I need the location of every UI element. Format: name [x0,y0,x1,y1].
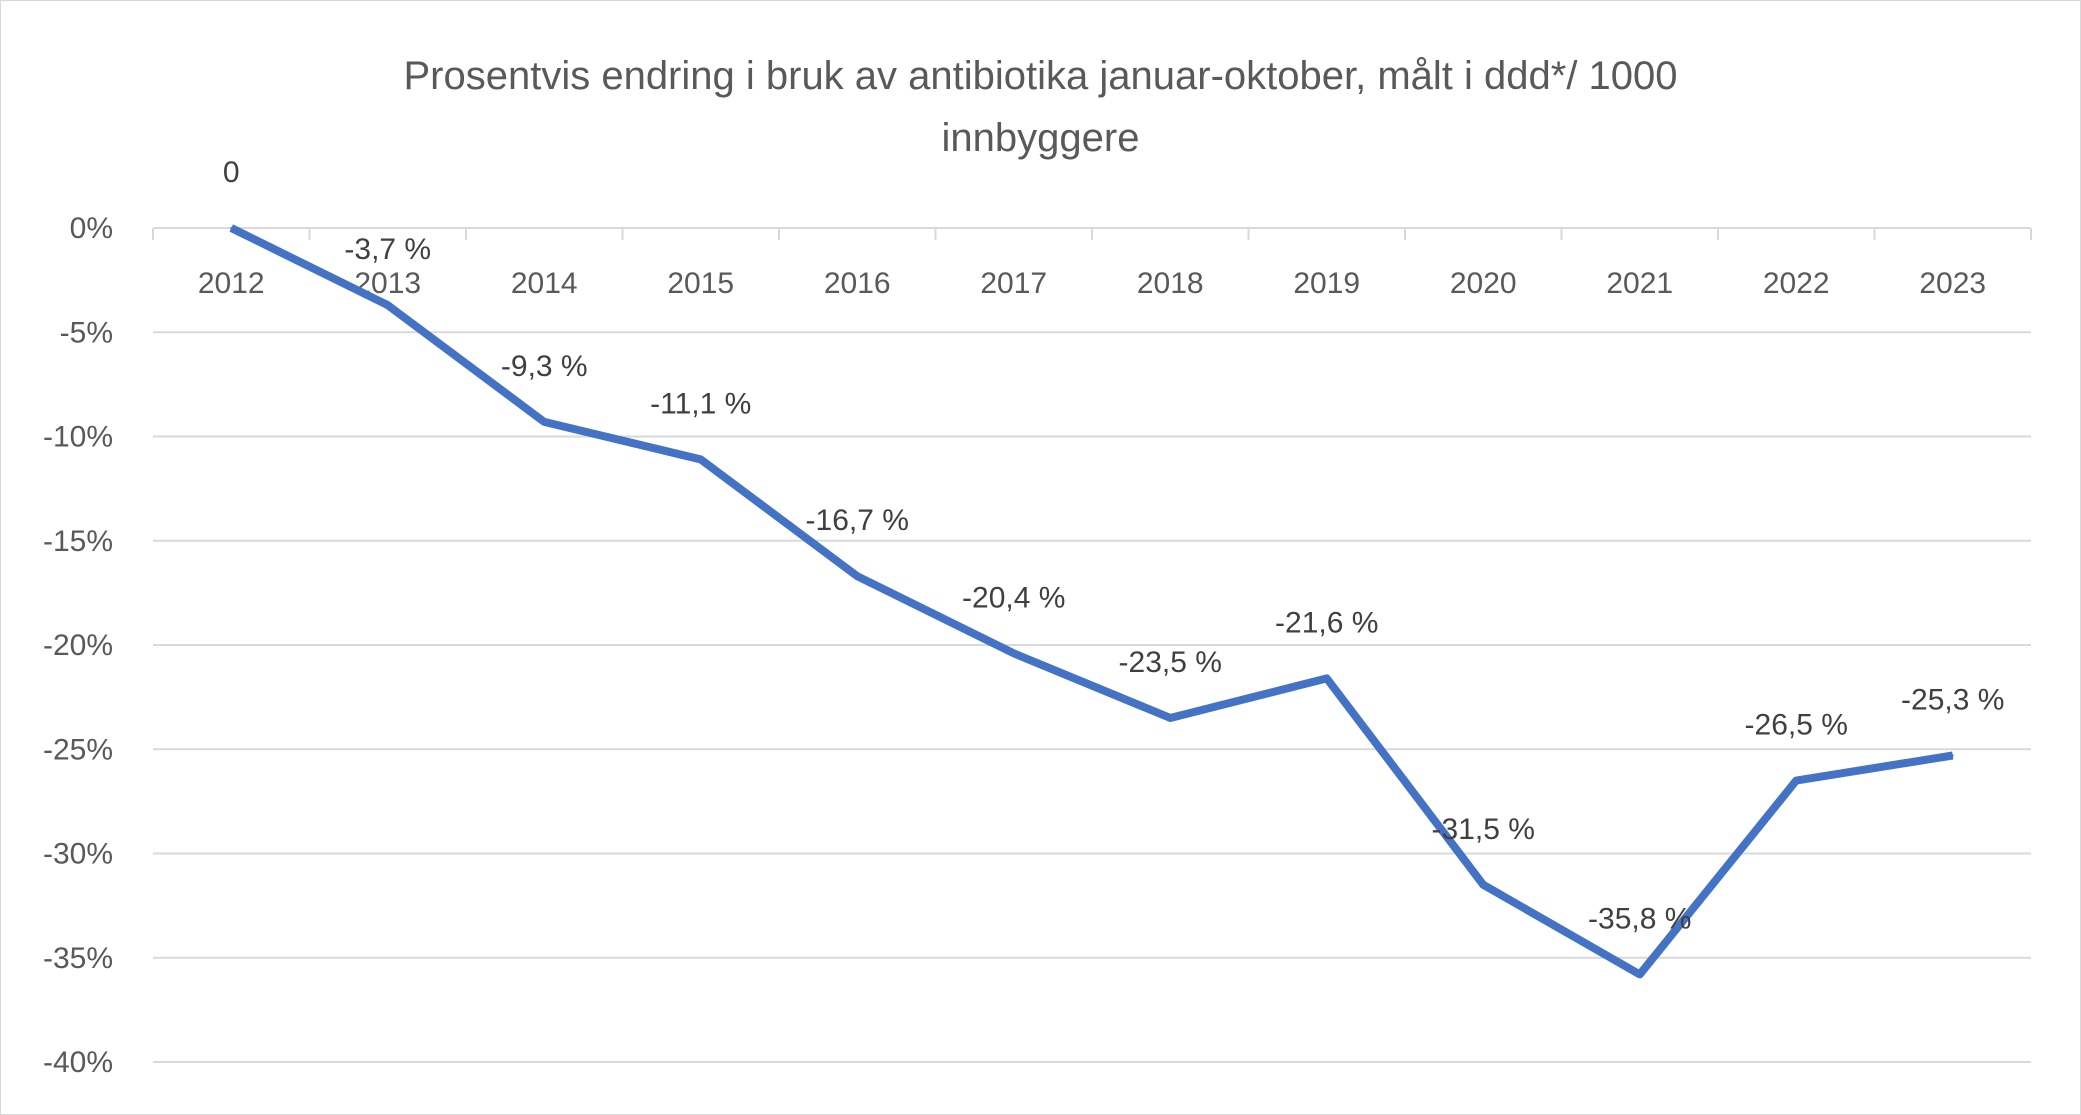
x-tick-label: 2019 [1293,267,1360,300]
data-label: -21,6 % [1275,606,1378,639]
x-tick-label: 2022 [1763,267,1830,300]
data-point [386,304,389,307]
data-label: -23,5 % [1119,646,1222,679]
data-label: -9,3 % [501,350,588,383]
data-label: -20,4 % [962,581,1065,614]
y-tick-label: -5% [60,316,113,349]
data-label: -3,7 % [344,233,431,266]
data-point [1012,652,1015,655]
y-tick-label: 0% [70,212,113,245]
x-tick-label: 2021 [1606,267,1673,300]
data-label: -11,1 % [650,387,751,420]
data-point [699,458,702,461]
x-tick-label: 2023 [1919,267,1986,300]
chart-title-line-2: innbyggere [941,116,1140,160]
y-tick-label: -40% [43,1046,113,1079]
series-line [229,224,1954,979]
data-label: -26,5 % [1745,709,1848,742]
data-label: 0 [223,156,240,189]
data-label: -31,5 % [1432,813,1535,846]
data-point [1169,716,1172,719]
y-tick-label: -15% [43,525,113,558]
x-tick-label: 2012 [198,267,265,300]
data-point [1482,883,1485,886]
data-point [1638,973,1641,976]
data-label: -25,3 % [1901,684,2004,717]
x-tick-label: 2018 [1137,267,1204,300]
x-tick-label: 2017 [980,267,1047,300]
data-point [1325,677,1328,680]
y-tick-label: -30% [43,838,113,871]
data-point [543,420,546,423]
chart-title: Prosentvis endring i bruk av antibiotika… [0,45,2081,169]
x-tick-label: 2015 [667,267,734,300]
y-tick-label: -10% [43,421,113,454]
x-tick-label: 2014 [511,267,578,300]
data-label: -35,8 % [1588,902,1691,935]
data-point [856,575,859,578]
x-tick-label: 2020 [1450,267,1517,300]
y-tick-label: -20% [43,629,113,662]
chart-title-line-1: Prosentvis endring i bruk av antibiotika… [403,54,1678,98]
data-point [1795,779,1798,782]
x-tick-label: 2016 [824,267,891,300]
data-point [230,227,233,229]
y-tick-label: -35% [43,942,113,975]
y-tick-label: -25% [43,733,113,766]
data-label: -16,7 % [806,504,909,537]
data-point [1951,754,1954,757]
